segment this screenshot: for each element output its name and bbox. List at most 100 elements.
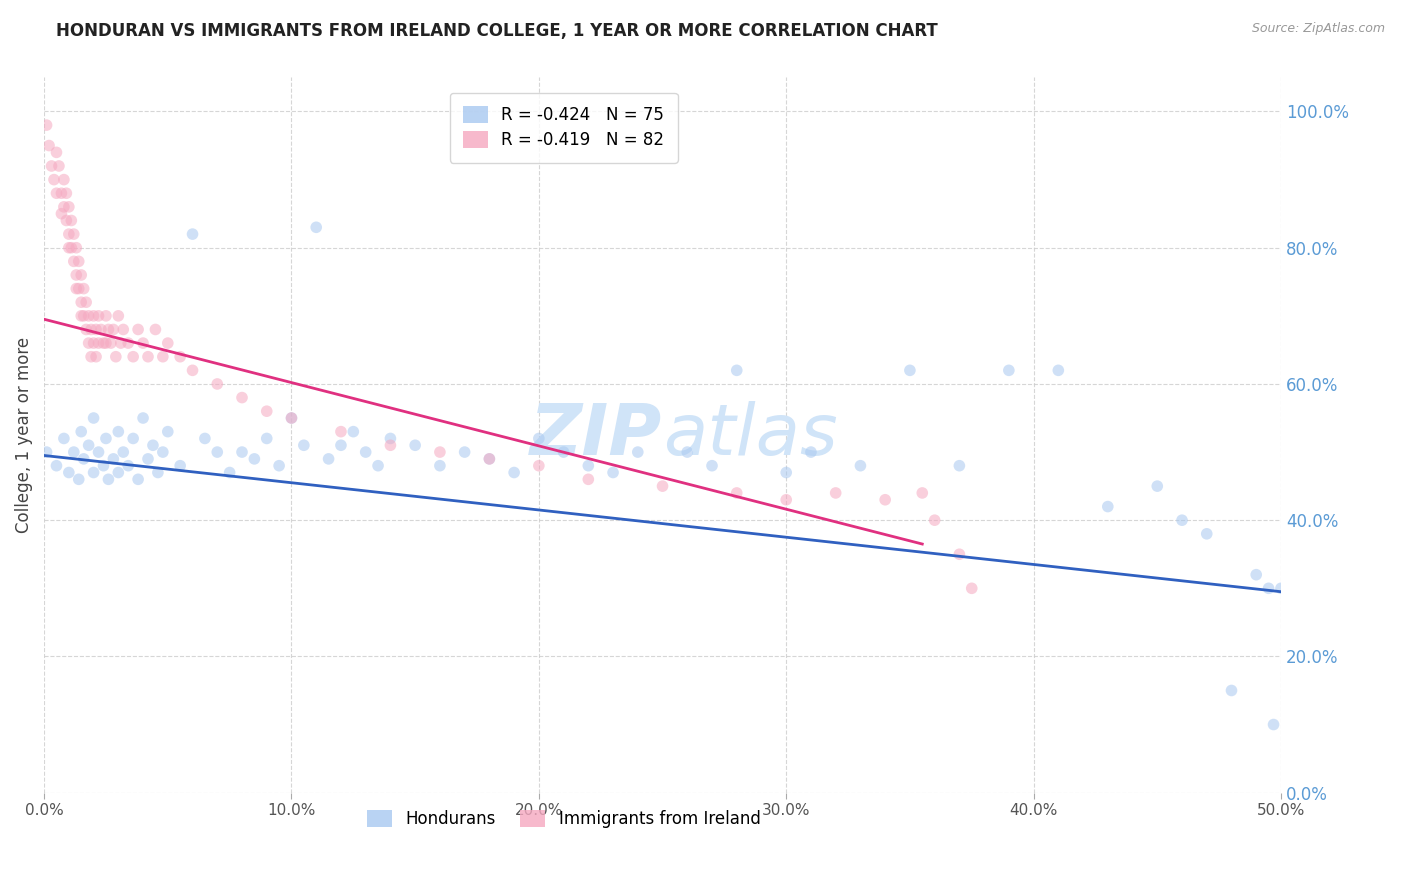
Point (60, 241, 83, 255)
Point (700, 458, 723, 473)
Point (292, 438, 315, 452)
Point (898, 363, 921, 377)
Point (67, 472, 90, 486)
Point (152, 350, 174, 364)
Point (181, 363, 204, 377)
Point (42, 172, 65, 186)
Point (404, 438, 426, 452)
Point (342, 425, 364, 439)
Point (65, 241, 87, 255)
Point (94, 309, 117, 323)
Point (103, 451, 125, 466)
Point (83, 466, 105, 480)
Point (107, 309, 129, 323)
Point (122, 350, 145, 364)
Point (998, 363, 1021, 377)
Point (602, 466, 624, 480)
Point (58, 466, 80, 480)
Point (110, 336, 132, 351)
Point (627, 445, 650, 459)
Point (305, 220, 328, 235)
Point (849, 458, 872, 473)
Point (142, 438, 165, 452)
Point (136, 350, 159, 364)
Point (875, 492, 897, 507)
Point (527, 432, 550, 446)
Y-axis label: College, 1 year or more: College, 1 year or more (15, 337, 32, 533)
Point (84, 322, 107, 336)
Point (429, 445, 451, 459)
Point (1047, 363, 1070, 377)
Point (117, 458, 139, 473)
Point (1195, 526, 1218, 541)
Point (725, 486, 748, 500)
Point (194, 432, 217, 446)
Point (77, 336, 100, 351)
Point (100, 336, 122, 351)
Point (90, 322, 112, 336)
Point (80, 322, 103, 336)
Point (73, 309, 96, 323)
Point (367, 458, 389, 473)
Point (52, 432, 75, 446)
Text: ZIP: ZIP (530, 401, 662, 469)
Point (52, 200, 75, 214)
Point (318, 451, 340, 466)
Point (55, 186, 77, 201)
Point (527, 458, 550, 473)
Point (256, 432, 278, 446)
Point (70, 309, 93, 323)
Point (104, 350, 127, 364)
Point (1270, 582, 1292, 596)
Point (62, 445, 84, 459)
Point (83, 336, 105, 351)
Point (145, 322, 167, 336)
Point (911, 486, 934, 500)
Point (62, 254, 84, 268)
Point (80, 350, 103, 364)
Point (103, 322, 125, 336)
Point (924, 513, 946, 527)
Point (429, 458, 451, 473)
Point (354, 445, 377, 459)
Point (127, 472, 149, 486)
Point (58, 200, 80, 214)
Point (70, 425, 93, 439)
Point (960, 582, 983, 596)
Point (67, 282, 90, 296)
Point (169, 458, 191, 473)
Legend: Hondurans, Immigrants from Ireland: Hondurans, Immigrants from Ireland (360, 803, 768, 834)
Point (87, 309, 110, 323)
Point (62, 227, 84, 241)
Point (35, 445, 58, 459)
Point (800, 445, 823, 459)
Point (132, 336, 155, 351)
Point (1097, 500, 1119, 514)
Point (83, 411, 105, 425)
Point (84, 350, 107, 364)
Point (775, 492, 797, 507)
Point (1257, 582, 1279, 596)
Point (77, 309, 100, 323)
Point (146, 466, 169, 480)
Point (725, 363, 748, 377)
Point (676, 445, 699, 459)
Point (87, 445, 110, 459)
Point (45, 145, 67, 160)
Text: atlas: atlas (662, 401, 837, 469)
Point (65, 268, 87, 282)
Point (94, 432, 117, 446)
Point (52, 172, 75, 186)
Point (70, 268, 93, 282)
Point (70, 295, 93, 310)
Point (280, 411, 302, 425)
Point (87, 336, 110, 351)
Point (775, 466, 797, 480)
Point (824, 486, 846, 500)
Point (136, 451, 159, 466)
Point (75, 322, 97, 336)
Point (38, 138, 60, 153)
Point (93, 458, 115, 473)
Point (73, 451, 96, 466)
Point (51, 207, 73, 221)
